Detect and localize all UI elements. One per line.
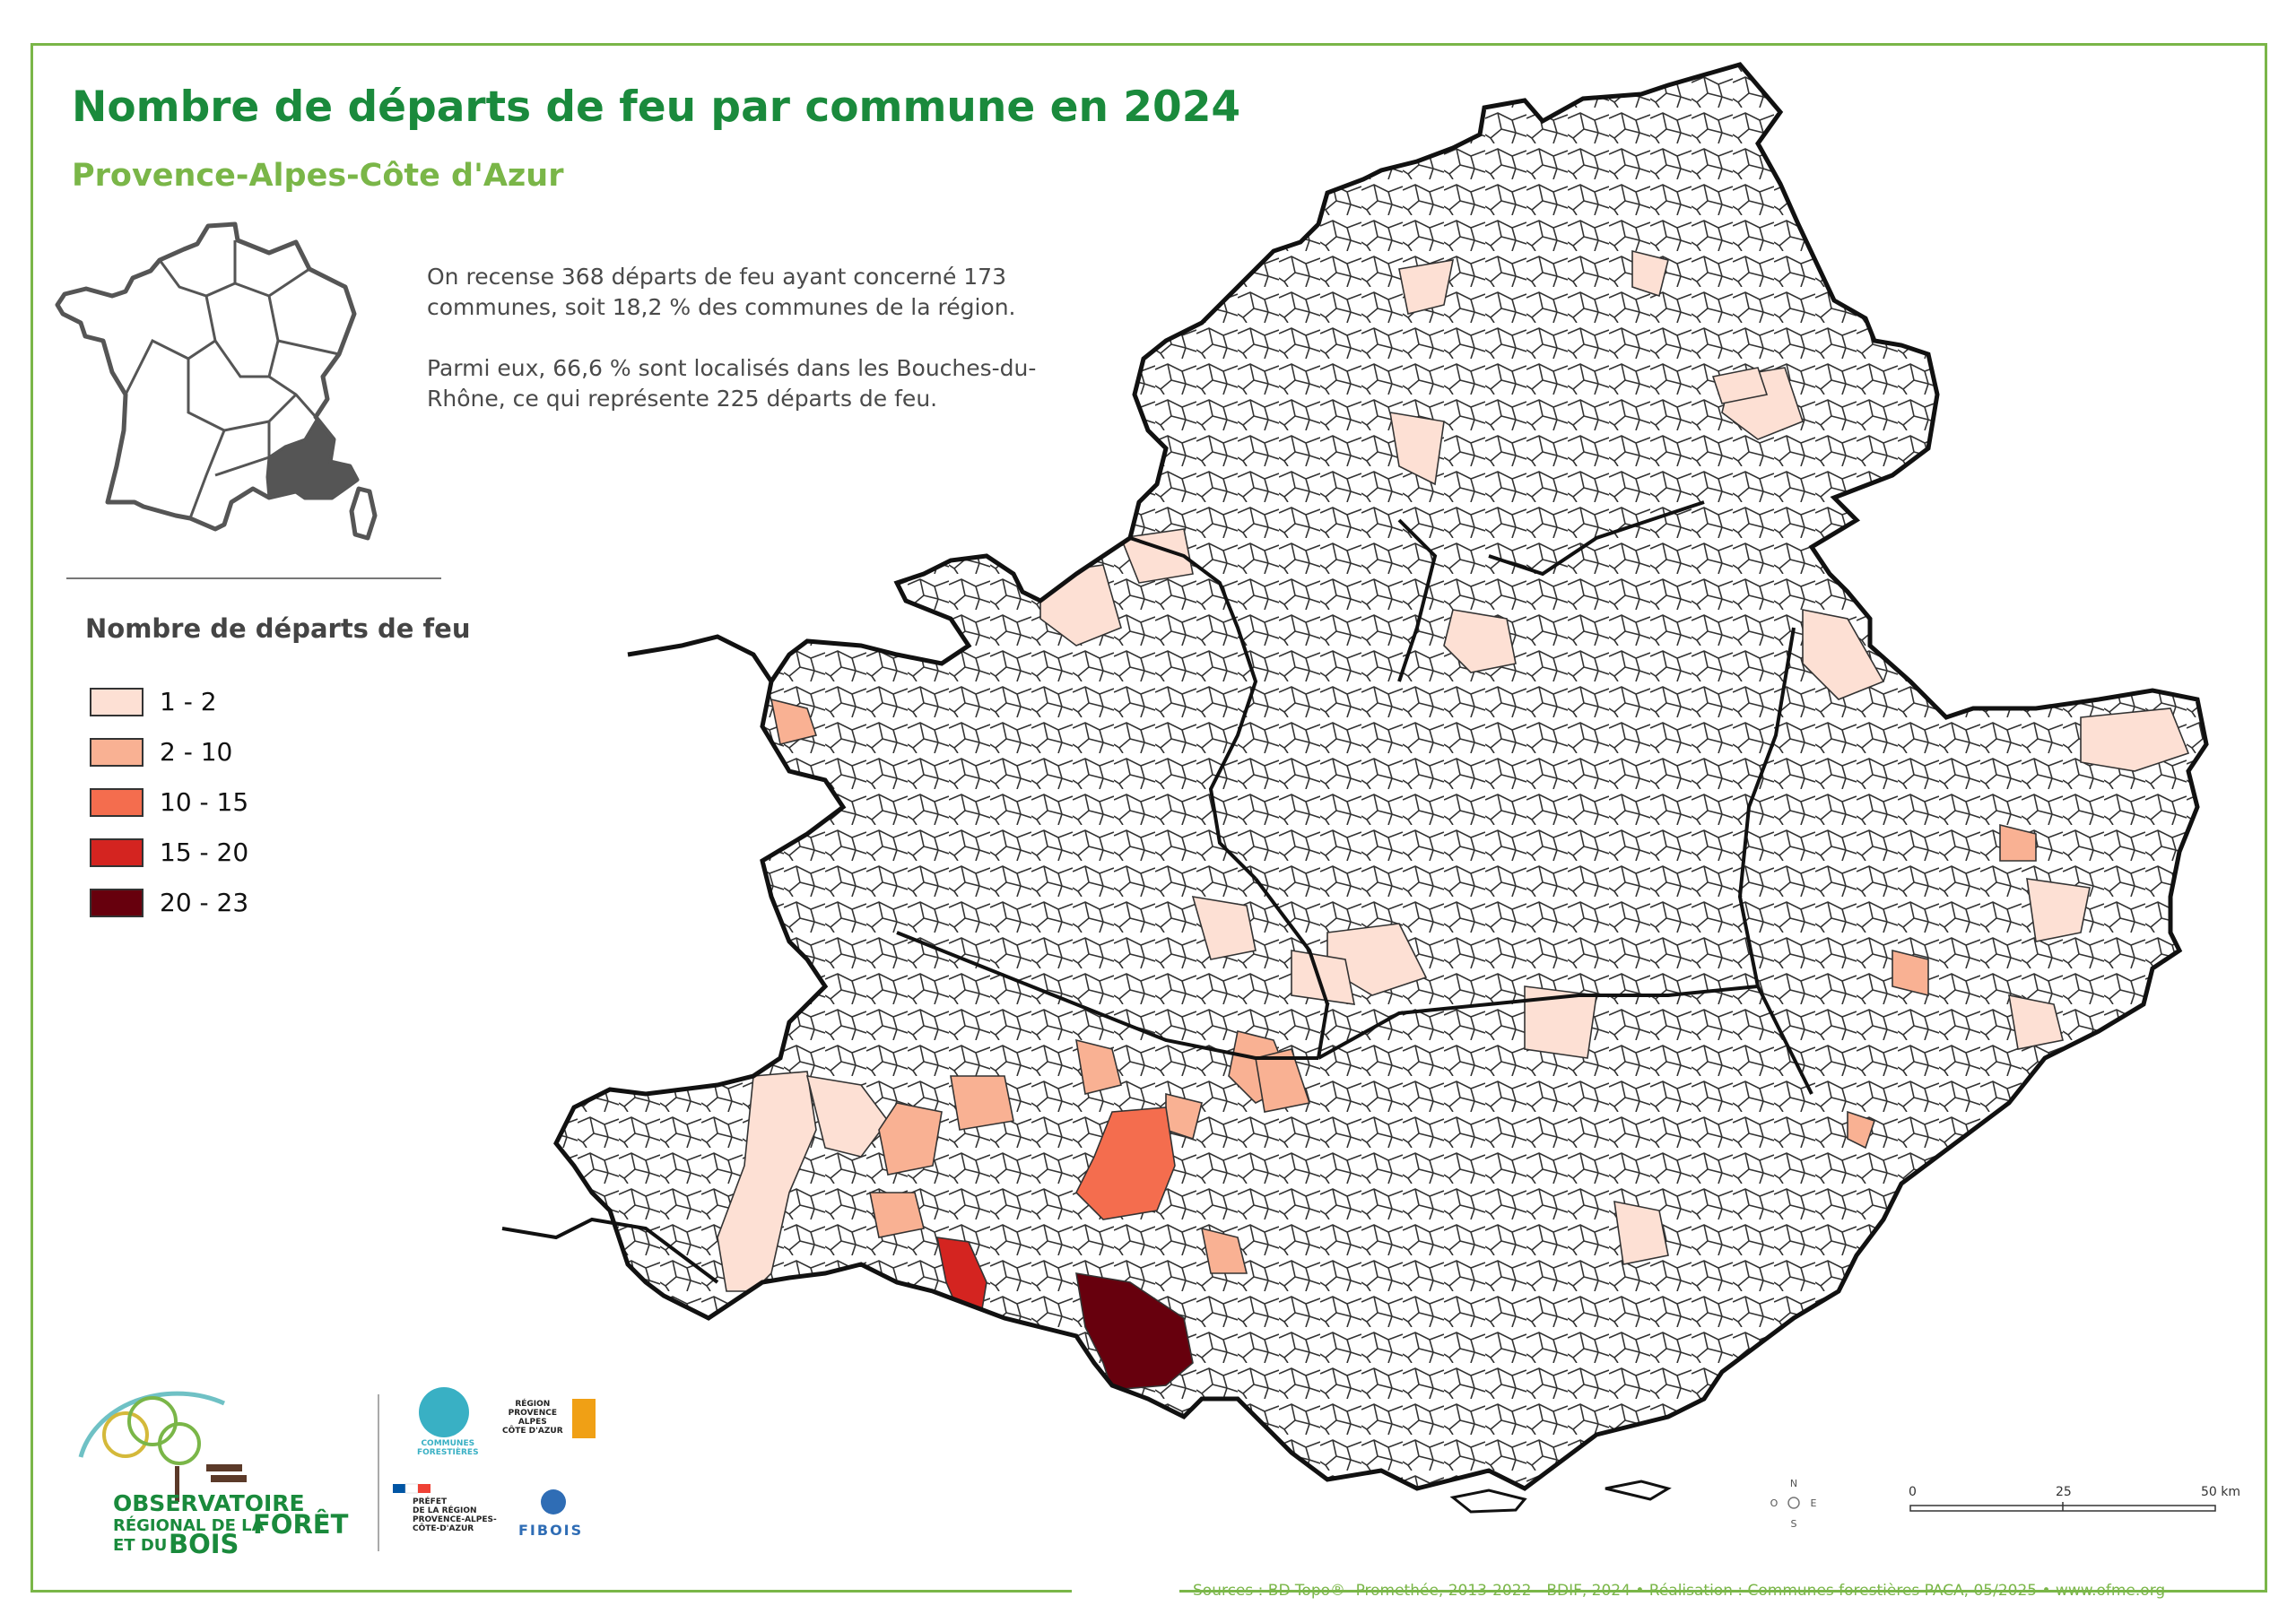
map-subtitle: Provence-Alpes-Côte d'Azur (72, 158, 564, 194)
legend-title: Nombre de départs de feu (85, 613, 471, 644)
legend-label: 20 - 23 (160, 888, 249, 917)
region-line-3: ALPES (517, 1418, 547, 1427)
legend-swatch (90, 737, 144, 767)
cf-line-1: COMMUNES (421, 1439, 475, 1448)
prefet-line-2: DE LA RÉGION (413, 1506, 477, 1515)
logos-area: OBSERVATOIRE RÉGIONAL DE LA FORÊT ET DU … (54, 1350, 628, 1569)
legend-label: 1 - 2 (160, 687, 217, 716)
prefet-text: PRÉFET DE LA RÉGION PROVENCE-ALPES- CÔTE… (413, 1497, 497, 1533)
compass-n: N (1790, 1478, 1797, 1489)
compass-s: S (1791, 1518, 1797, 1530)
fibois-logo (541, 1489, 566, 1515)
observatoire-logo-arc (78, 1391, 226, 1458)
cf-line-2: FORESTIÈRES (417, 1448, 479, 1457)
legend-label: 15 - 20 (160, 838, 249, 867)
prefet-line-4: CÔTE-D'AZUR (413, 1524, 474, 1533)
communes-forestieres-logo (419, 1387, 469, 1437)
legend-item: 20 - 23 (90, 888, 248, 917)
legend-item: 1 - 2 (90, 687, 217, 716)
sources-text: Sources : BD Topo®- Promethée, 2013-2022… (1193, 1582, 2166, 1600)
prefet-line-1: PRÉFET (413, 1497, 448, 1506)
legend-swatch (90, 838, 144, 867)
legend-divider (66, 577, 441, 579)
region-line-4: CÔTE D'AZUR (502, 1427, 563, 1436)
observatoire-line-3: FORÊT (253, 1509, 349, 1540)
prefet-line-3: PROVENCE-ALPES- (413, 1515, 497, 1524)
fire-communes (717, 249, 2190, 1391)
region-text: RÉGION PROVENCE ALPES CÔTE D'AZUR (502, 1400, 563, 1436)
rhone-border (627, 634, 774, 683)
region-line-2: PROVENCE (508, 1409, 557, 1418)
region-line-1: RÉGION (515, 1400, 551, 1409)
fibois-text: FIBOIS (518, 1522, 584, 1539)
communes-forestieres-text: COMMUNES FORESTIÈRES (417, 1439, 479, 1457)
observatoire-line-5: BOIS (169, 1529, 239, 1559)
legend-swatch (90, 687, 144, 716)
compass-e: E (1811, 1497, 1817, 1509)
scale-label-0: 0 (1909, 1485, 1917, 1499)
compass-o: O (1770, 1497, 1779, 1509)
observatoire-line-2: RÉGIONAL DE LA (113, 1516, 265, 1535)
legend-item: 2 - 10 (90, 737, 232, 767)
islands (1449, 1480, 1672, 1514)
legend-item: 10 - 15 (90, 787, 248, 817)
description-paragraph-1: On recense 368 départs de feu ayant conc… (427, 264, 1016, 320)
france-region-borders (124, 240, 340, 519)
coast-west (501, 1217, 719, 1284)
legend-label: 10 - 15 (160, 787, 249, 817)
map-title: Nombre de départs de feu par commune en … (72, 82, 1241, 132)
legend-label: 2 - 10 (160, 737, 233, 767)
legend-swatch (90, 787, 144, 817)
description: On recense 368 départs de feu ayant conc… (427, 262, 1109, 445)
legend-swatch (90, 888, 144, 917)
paca-highlight (265, 419, 359, 499)
compass: N S O E (1770, 1478, 1817, 1530)
logo-graphics (78, 1387, 596, 1551)
description-paragraph-2: Parmi eux, 66,6 % sont localisés dans le… (427, 355, 1037, 412)
legend-item: 15 - 20 (90, 838, 248, 867)
observatoire-line-1: OBSERVATOIRE (113, 1490, 305, 1516)
scale-label-50: 50 km (2201, 1485, 2240, 1499)
scale-label-25: 25 (2056, 1485, 2072, 1499)
observatoire-line-4: ET DU (113, 1536, 168, 1555)
department-borders (896, 500, 1813, 1095)
frame-gap (1072, 1587, 1179, 1596)
scale-bar: 0 25 50 km (1909, 1485, 2240, 1512)
